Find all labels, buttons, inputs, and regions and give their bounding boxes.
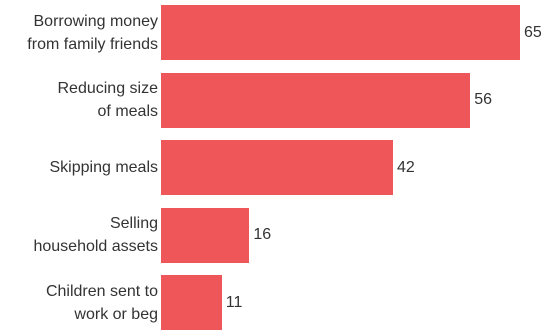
bar bbox=[161, 72, 471, 128]
bar bbox=[161, 207, 250, 263]
data-label: 56 bbox=[474, 91, 493, 108]
category-label-line: Borrowing money bbox=[33, 12, 159, 30]
category-label-line: of meals bbox=[97, 103, 158, 120]
category-label-line: from family friends bbox=[27, 35, 158, 53]
category-label: Reducing size of meals bbox=[0, 77, 159, 123]
category-label: Borrowing money from family friends bbox=[0, 10, 158, 56]
category-label-line: household assets bbox=[33, 238, 158, 255]
category-label-line: Reducing size bbox=[57, 80, 159, 97]
bar bbox=[161, 5, 520, 60]
category-label: Skipping meals bbox=[0, 156, 159, 179]
category-label-line: work or beg bbox=[74, 305, 158, 323]
category-label: Selling household assets bbox=[0, 212, 158, 258]
category-label-line: Skipping meals bbox=[49, 159, 159, 176]
data-label: 11 bbox=[225, 293, 243, 311]
data-label: 65 bbox=[524, 23, 542, 41]
bar bbox=[161, 275, 222, 330]
bar bbox=[161, 140, 393, 195]
data-label: 16 bbox=[253, 226, 272, 243]
data-label: 42 bbox=[396, 158, 415, 176]
category-label-line: Children sent to bbox=[45, 282, 158, 300]
category-label: Children sent to work or beg bbox=[0, 280, 158, 326]
category-label-line: Selling bbox=[109, 215, 158, 232]
